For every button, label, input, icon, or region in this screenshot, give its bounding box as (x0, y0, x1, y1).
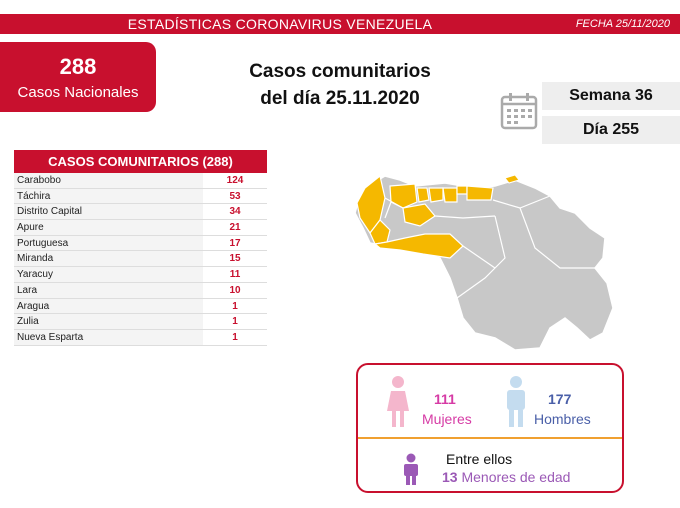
minors-line: 13 Menores de edad (442, 469, 570, 485)
state-name: Carabobo (14, 173, 203, 188)
table-row: Yaracuy 11 (14, 267, 267, 283)
state-name: Yaracuy (14, 267, 203, 282)
national-cases-count: 288 (59, 54, 97, 79)
state-cases: 124 (203, 173, 267, 188)
map-nueva-esparta (504, 174, 520, 184)
calendar-icon (500, 93, 538, 130)
map-lara (389, 183, 418, 209)
table-row: Apure 21 (14, 220, 267, 236)
state-name: Nueva Esparta (14, 329, 203, 345)
state-cases: 34 (203, 204, 267, 220)
state-cases: 15 (203, 251, 267, 267)
men-count: 177 (548, 391, 572, 407)
report-date: FECHA 25/11/2020 (575, 18, 670, 30)
man-icon (507, 376, 525, 427)
state-cases: 21 (203, 220, 267, 235)
report-title: ESTADÍSTICAS CORONAVIRUS VENEZUELA (127, 16, 433, 32)
table-row: Aragua 1 (14, 298, 267, 315)
state-cases: 1 (203, 329, 267, 345)
table-row: Portuguesa 17 (14, 235, 267, 252)
state-cases: 1 (203, 298, 267, 314)
women-label: Mujeres (422, 411, 472, 427)
header-banner: ESTADÍSTICAS CORONAVIRUS VENEZUELA FECHA… (0, 14, 680, 34)
state-cases: 53 (203, 188, 267, 204)
map-carabobo (428, 187, 444, 203)
venezuela-map (354, 174, 614, 351)
gender-breakdown-panel: 111 Mujeres 177 Hombres Entre ellos 13 M… (356, 363, 624, 493)
table-row: Lara 10 (14, 282, 267, 299)
table-row: Táchira 53 (14, 188, 267, 205)
headline-line-1: Casos comunitarios (249, 61, 431, 82)
state-cases: 10 (203, 282, 267, 298)
page-headline: Casos comunitarios del día 25.11.2020 (230, 58, 450, 112)
men-label: Hombres (534, 411, 591, 427)
week-label: Semana 36 (542, 82, 680, 110)
state-cases: 1 (203, 314, 267, 329)
state-name: Portuguesa (14, 235, 203, 251)
minors-count: 13 (442, 469, 458, 485)
table-header: CASOS COMUNITARIOS (288) (14, 150, 267, 173)
state-cases: 11 (203, 267, 267, 282)
state-name: Lara (14, 282, 203, 298)
day-label: Día 255 (542, 116, 680, 144)
national-cases-card: 288 Casos Nacionales (0, 42, 156, 112)
state-name: Miranda (14, 251, 203, 267)
table-row: Miranda 15 (14, 251, 267, 268)
map-aragua (442, 187, 458, 203)
state-name: Aragua (14, 298, 203, 314)
community-cases-table: CASOS COMUNITARIOS (288) Carabobo 124 Tác… (14, 150, 267, 346)
state-name: Distrito Capital (14, 204, 203, 220)
map-distrito-capital (456, 185, 468, 195)
headline-line-2: del día 25.11.2020 (260, 88, 420, 109)
table-row: Nueva Esparta 1 (14, 329, 267, 346)
map-portuguesa (402, 203, 436, 227)
women-count: 111 (434, 391, 456, 407)
state-name: Táchira (14, 188, 203, 204)
state-name: Zulia (14, 314, 203, 329)
map-miranda (466, 185, 494, 201)
national-cases-label: Casos Nacionales (17, 84, 139, 101)
state-name: Apure (14, 220, 203, 235)
table-row: Distrito Capital 34 (14, 204, 267, 221)
map-yaracuy (416, 187, 430, 203)
child-icon (404, 453, 418, 485)
state-cases: 17 (203, 235, 267, 251)
minors-label: Menores de edad (461, 469, 571, 485)
woman-icon (387, 376, 409, 427)
table-row: Zulia 1 (14, 314, 267, 330)
map-tachira (369, 219, 391, 245)
among-them-label: Entre ellos (446, 451, 513, 467)
divider (358, 437, 622, 439)
table-row: Carabobo 124 (14, 173, 267, 189)
